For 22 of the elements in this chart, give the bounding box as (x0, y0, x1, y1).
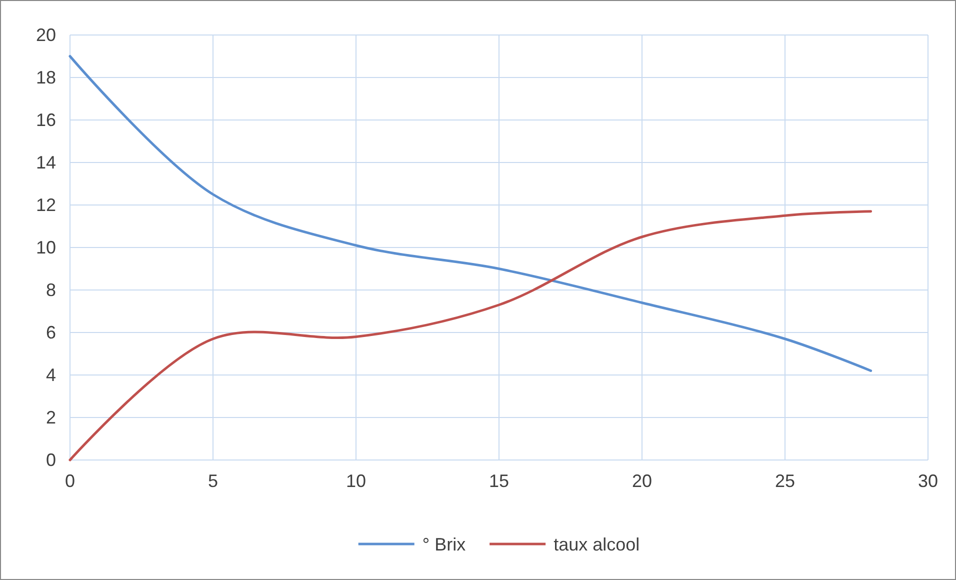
legend-label: taux alcool (554, 534, 640, 554)
x-tick-label: 15 (488, 470, 510, 491)
x-tick-label: 5 (208, 470, 218, 491)
x-tick-label: 30 (918, 470, 938, 491)
y-tick-label: 8 (46, 280, 56, 300)
y-tick-label: 18 (36, 67, 56, 88)
x-tick-label: 10 (346, 470, 366, 491)
x-tick-label: 0 (64, 470, 76, 491)
y-tick-label: 2 (46, 407, 56, 428)
y-tick-label: 16 (36, 110, 56, 130)
x-tick-label: 20 (632, 470, 652, 491)
y-tick-label: 6 (46, 322, 56, 342)
y-tick-label: 4 (46, 364, 56, 385)
y-tick-label: 0 (46, 450, 56, 470)
y-tick-label: 10 (36, 237, 56, 258)
line-series (68, 210, 872, 462)
line-series (68, 55, 872, 372)
x-tick-label: 25 (774, 470, 796, 491)
y-tick-label: 14 (36, 152, 56, 172)
y-tick-label: 20 (36, 24, 56, 45)
y-tick-label: 12 (36, 194, 56, 215)
legend-label: ° Brix (422, 534, 466, 554)
